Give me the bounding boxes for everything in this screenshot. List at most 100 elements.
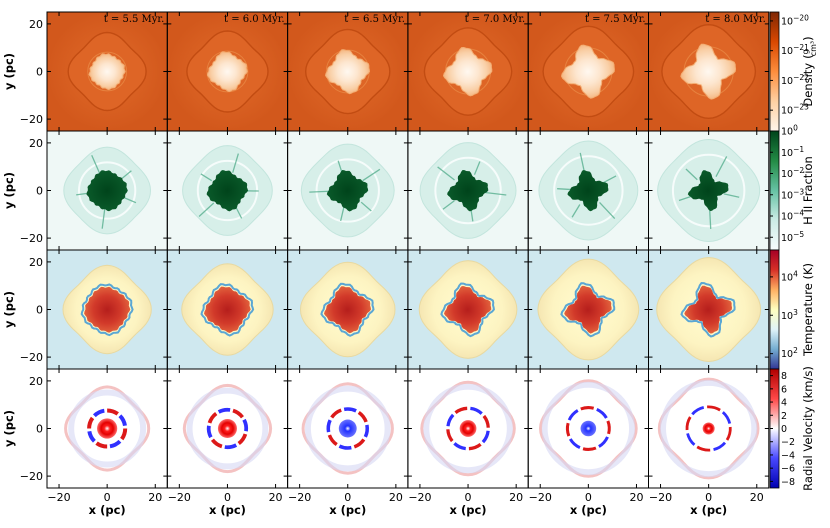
velocity-arc — [596, 407, 608, 419]
velocity-arc — [242, 418, 249, 432]
velocity-arc — [567, 409, 579, 421]
velocity-arc — [713, 441, 727, 451]
velocity-outer-ring — [186, 387, 269, 470]
hii-streak — [309, 190, 330, 193]
hii-ionized-region — [687, 170, 729, 212]
x-tick-label: −20 — [408, 491, 431, 504]
colorbar-tick-label: 2 — [781, 411, 787, 422]
velocity-arc — [580, 406, 595, 411]
x-tick-label: 20 — [148, 491, 162, 504]
velocity-core — [97, 418, 118, 439]
colorbar-tick-label: 10−20 — [781, 13, 809, 27]
panel-radial_velocity-2 — [167, 369, 288, 488]
velocity-arc — [468, 442, 482, 451]
panel-radial_velocity-6 — [648, 369, 769, 488]
velocity-outer-ring — [659, 379, 758, 478]
hii-streak — [121, 170, 132, 179]
velocity-arc — [338, 444, 352, 450]
velocity-arc — [343, 407, 357, 413]
velocity-core — [217, 418, 237, 439]
y-axis-label: y (pc) — [2, 410, 16, 447]
hii-streak — [101, 209, 106, 229]
hii-ionized-region — [326, 170, 369, 212]
velocity-core — [459, 420, 477, 437]
x-tick-label: 20 — [629, 491, 643, 504]
velocity-arc — [565, 422, 571, 437]
velocity-arc — [598, 436, 609, 448]
velocity-arc — [721, 411, 732, 425]
temp-hot-region — [84, 286, 131, 333]
colorbar-tick-label: 8 — [781, 371, 787, 382]
velocity-arc — [725, 426, 732, 441]
colorbar-tick-label: 100 — [781, 124, 798, 138]
velocity-arc — [224, 443, 238, 450]
x-axis-label: x (pc) — [89, 503, 126, 517]
colorbar-label: Temperature (K) — [801, 263, 815, 357]
hii-streak — [723, 193, 740, 198]
panel-radial_velocity-4 — [407, 369, 529, 488]
velocity-arc — [482, 414, 490, 428]
time-label: t = 7.0 Myr. — [465, 14, 526, 25]
panel-density-3 — [287, 12, 408, 131]
x-tick-label: 0 — [104, 491, 111, 504]
x-tick-label: −20 — [47, 491, 70, 504]
hii-streak — [76, 192, 89, 196]
velocity-arc — [353, 438, 366, 449]
velocity-arc — [357, 410, 368, 423]
time-label: t = 6.5 Myr. — [344, 14, 405, 25]
x-tick-label: −20 — [529, 491, 552, 504]
colorbar-tick-label: 6 — [781, 384, 787, 395]
colorbar-temperature: 104 103 102 Temperature (K) — [769, 249, 815, 370]
colorbars: 10−2010−2110−2210−23Density(gcm³)10010−1… — [769, 11, 818, 491]
panel-temperature-4 — [407, 250, 529, 369]
hii-streak — [91, 154, 101, 174]
panel-density-4 — [407, 12, 529, 131]
velocity-outer-ring — [541, 381, 636, 476]
axis-labels: t = 5.5 Myr. t = 6.0 Myr. t = 6.5 Myr. t = … — [2, 14, 766, 517]
x-tick-label: 20 — [750, 491, 764, 504]
velocity-arc — [232, 408, 244, 419]
hii-streak — [198, 202, 215, 217]
density-bubble — [206, 51, 248, 93]
x-tick-label: −20 — [288, 491, 311, 504]
y-tick-label: −20 — [20, 113, 43, 126]
velocity-outer-ring — [304, 385, 391, 472]
y-tick-label: 20 — [29, 137, 43, 150]
temp-hot-region — [324, 286, 371, 334]
y-tick-label: 20 — [29, 256, 43, 269]
hii-streak — [599, 201, 616, 220]
y-tick-label: 0 — [36, 185, 43, 198]
x-tick-label: 0 — [585, 491, 592, 504]
velocity-arc — [454, 406, 468, 415]
hii-streak — [340, 207, 345, 222]
density-bubble — [324, 49, 371, 95]
x-tick-label: −20 — [649, 491, 672, 504]
y-tick-label: −20 — [20, 470, 43, 483]
colorbar-label: Density(gcm³) — [801, 36, 818, 106]
hii-streak — [715, 156, 728, 177]
temp-cold-front — [560, 282, 616, 338]
colorbar-radial_velocity: 8 6 4 2 0 −2 −4 −6 −8 Radial Velocity (km/s) — [769, 366, 815, 491]
hii-streak — [442, 200, 455, 210]
panel-temperature-2 — [167, 250, 288, 369]
velocity-arc — [237, 433, 248, 446]
colorbar-tick-label: 102 — [781, 346, 798, 360]
hii-shell-ring — [434, 156, 502, 225]
panel-temperature-5 — [528, 250, 649, 369]
panel-temperature-3 — [287, 250, 408, 369]
velocity-arc — [481, 430, 490, 444]
velocity-arc — [109, 439, 122, 449]
colorbar-label: Radial Velocity (km/s) — [801, 366, 815, 491]
hii-streak — [360, 201, 372, 212]
colorbar-tick-label: −2 — [781, 437, 795, 448]
velocity-arc — [120, 428, 128, 441]
panel-hii_fraction-1 — [47, 131, 168, 250]
velocity-arc — [330, 408, 342, 419]
velocity-arc — [685, 416, 692, 431]
temp-cold-front — [680, 281, 736, 338]
velocity-arc — [207, 411, 218, 424]
x-tick-label: 0 — [465, 491, 472, 504]
panel-temperature-1 — [47, 250, 168, 369]
density-inner-ring — [87, 51, 128, 92]
